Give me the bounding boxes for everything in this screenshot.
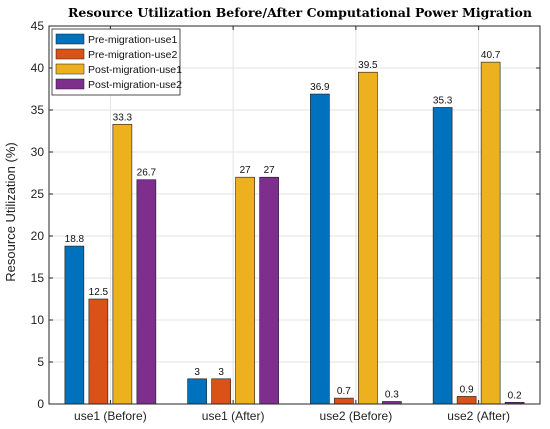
data-label: 26.7 bbox=[137, 168, 157, 179]
bar bbox=[64, 245, 85, 405]
bar bbox=[259, 176, 279, 405]
data-label: 33.3 bbox=[113, 112, 133, 123]
bar bbox=[456, 396, 477, 405]
y-tick-label: 35 bbox=[31, 103, 45, 117]
y-tick-label: 5 bbox=[37, 355, 44, 369]
legend-swatch bbox=[55, 33, 85, 45]
y-tick-label: 40 bbox=[31, 61, 45, 75]
bar bbox=[480, 61, 501, 405]
y-tick-label: 20 bbox=[31, 229, 45, 243]
data-label: 39.5 bbox=[358, 60, 378, 71]
bar bbox=[358, 71, 378, 405]
data-label: 27 bbox=[264, 165, 276, 176]
x-tick-label: use1 (After) bbox=[202, 409, 265, 423]
data-label: 0.9 bbox=[460, 384, 474, 395]
legend-swatch bbox=[55, 48, 85, 60]
data-label: 3 bbox=[218, 367, 224, 378]
bar bbox=[432, 107, 453, 405]
legend-entry: Pre-migration-use2 bbox=[88, 49, 177, 61]
legend-entry: Pre-migration-use1 bbox=[88, 34, 177, 46]
bar bbox=[136, 179, 157, 405]
bar bbox=[235, 176, 255, 405]
x-tick-label: use2 (After) bbox=[447, 409, 510, 423]
data-label: 35.3 bbox=[433, 95, 453, 106]
data-label: 36.9 bbox=[310, 82, 330, 93]
data-label: 3 bbox=[194, 367, 200, 378]
data-label: 40.7 bbox=[481, 50, 501, 61]
axes-box bbox=[48, 25, 541, 405]
y-tick-label: 25 bbox=[31, 187, 45, 201]
y-tick-label: 45 bbox=[31, 19, 45, 33]
legend: Pre-migration-use1 Pre-migration-use2 Post… bbox=[51, 28, 182, 96]
legend-swatch bbox=[55, 78, 85, 90]
y-tick-label: 0 bbox=[37, 397, 44, 411]
y-tick-label: 30 bbox=[31, 145, 45, 159]
legend-swatch bbox=[55, 63, 85, 75]
chart-title: Resource Utilization Before/After Comput… bbox=[68, 5, 532, 20]
data-label: 0.3 bbox=[385, 389, 399, 400]
x-tick-label: use1 (Before) bbox=[74, 409, 147, 423]
y-axis-label: Resource Utilization (%) bbox=[3, 142, 18, 281]
bar bbox=[310, 93, 330, 405]
bar bbox=[112, 123, 133, 405]
data-label: 12.5 bbox=[89, 287, 109, 298]
y-tick-label: 15 bbox=[31, 271, 45, 285]
bar bbox=[88, 298, 109, 405]
legend-entry: Post-migration-use1 bbox=[88, 64, 182, 76]
x-tick-label: use2 (Before) bbox=[320, 409, 393, 423]
data-label: 0.2 bbox=[508, 390, 522, 401]
data-label: 27 bbox=[240, 165, 252, 176]
data-label: 18.8 bbox=[65, 234, 85, 245]
legend-entry: Post-migration-use2 bbox=[88, 79, 182, 91]
y-tick-label: 10 bbox=[31, 313, 45, 327]
bar bbox=[334, 397, 354, 405]
bar bbox=[187, 378, 207, 405]
data-label: 0.7 bbox=[337, 386, 351, 397]
bar bbox=[211, 378, 231, 405]
